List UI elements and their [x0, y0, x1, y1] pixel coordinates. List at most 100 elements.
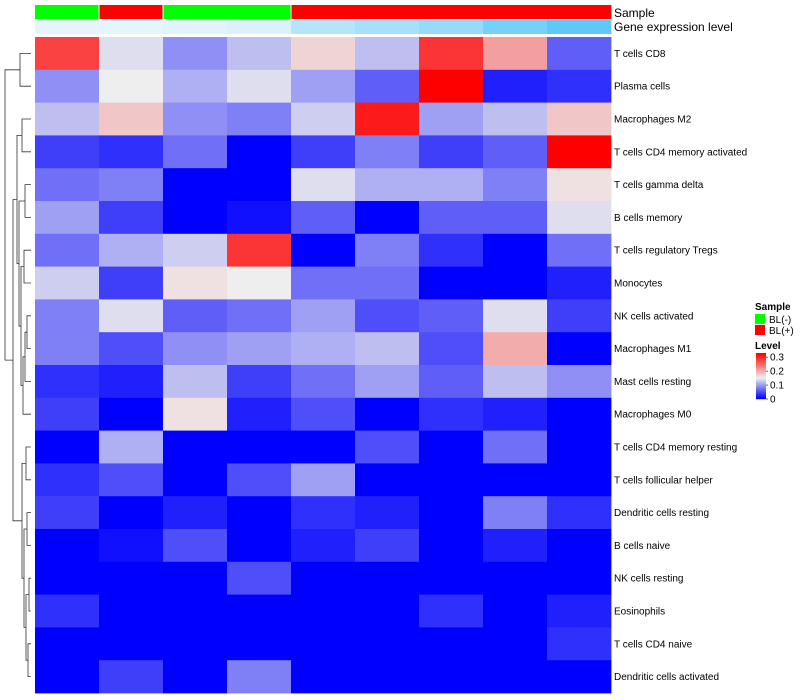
heatmap-cell: [355, 463, 420, 497]
expression-annotation-cell: [99, 20, 164, 34]
heatmap-cell: [355, 168, 420, 202]
heatmap-cell: [291, 299, 356, 333]
heatmap-cell: [355, 496, 420, 530]
legend-swatch: [755, 325, 765, 335]
heatmap-cell: [547, 397, 612, 431]
heatmap-cell: [547, 627, 612, 661]
heatmap-cell: [227, 69, 292, 103]
heatmap-cell: [163, 561, 228, 595]
row-label: Dendritic cells resting: [614, 508, 709, 519]
heatmap-cell: [99, 266, 164, 300]
row-label: Dendritic cells activated: [614, 672, 719, 683]
legend-color-step: [756, 394, 766, 396]
legend-sample-label: BL(+): [769, 326, 794, 337]
heatmap-cell: [35, 594, 100, 628]
heatmap-cell: [99, 135, 164, 169]
heatmap-cell: [99, 365, 164, 399]
heatmap-cell: [291, 201, 356, 235]
legend-sample-title: Sample: [755, 302, 791, 313]
legend-color-step: [756, 380, 766, 382]
heatmap-cell: [291, 627, 356, 661]
heatmap-cell: [547, 168, 612, 202]
heatmap-cell: [227, 627, 292, 661]
legend-color-step: [756, 369, 766, 371]
heatmap-cell: [35, 266, 100, 300]
row-label: T cells regulatory Tregs: [614, 246, 718, 257]
heatmap-cell: [483, 397, 548, 431]
dendrogram-branch: [20, 266, 24, 386]
dendrogram-branch: [19, 53, 31, 87]
heatmap-cell: [35, 201, 100, 235]
legend-color-step: [756, 390, 766, 392]
heatmap-cell: [99, 168, 164, 202]
legend-color-step: [756, 370, 766, 372]
legend-level-title: Level: [755, 341, 781, 352]
dendrogram-branch: [21, 118, 31, 153]
heatmap-cell: [291, 266, 356, 300]
row-label: T cells gamma delta: [614, 180, 704, 191]
heatmap-cell: [419, 529, 484, 563]
heatmap-cell: [547, 660, 612, 694]
heatmap-cell: [35, 430, 100, 464]
sample-annotation-cell: [483, 5, 548, 19]
heatmap-cell: [355, 233, 420, 267]
heatmap-cell: [547, 496, 612, 530]
expression-track-label: Gene expression level: [614, 20, 733, 34]
heatmap-cell: [419, 463, 484, 497]
heatmap-cell: [483, 529, 548, 563]
heatmap-cell: [99, 496, 164, 530]
heatmap-cell: [291, 561, 356, 595]
legend-color-step: [756, 385, 766, 387]
legend-color-step: [756, 360, 766, 362]
heatmap-cell: [547, 266, 612, 300]
heatmap-cell: [547, 233, 612, 267]
heatmap-cell: [35, 463, 100, 497]
sample-annotation-cell: [163, 5, 228, 19]
heatmap-cell: [291, 37, 356, 71]
heatmap-cell: [35, 332, 100, 366]
sample-annotation-cell: [99, 5, 164, 19]
heatmap-cell: [291, 69, 356, 103]
heatmap-cell: [163, 332, 228, 366]
legend-color-step: [756, 377, 766, 379]
heatmap-cell: [355, 37, 420, 71]
heatmap-cell: [99, 561, 164, 595]
legend-color-step: [756, 361, 766, 363]
heatmap-cell: [163, 201, 228, 235]
heatmap-cell: [291, 332, 356, 366]
legend-color-step: [756, 358, 766, 360]
heatmap-cell: [483, 561, 548, 595]
sample-annotation-cell: [547, 5, 612, 19]
heatmap-cell: [227, 135, 292, 169]
heatmap-cell: [483, 69, 548, 103]
dendrogram-branch: [25, 446, 31, 481]
dendrogram-branch: [23, 528, 27, 628]
heatmap-cell: [355, 102, 420, 136]
heatmap-cell: [163, 37, 228, 71]
row-dendrogram: [4, 53, 31, 677]
heatmap-cell: [163, 496, 228, 530]
heatmap-cell: [483, 201, 548, 235]
legend-color-step: [756, 381, 766, 383]
heatmap-cell: [483, 135, 548, 169]
dendrogram-branch: [24, 184, 31, 218]
legend-color-step: [756, 371, 766, 373]
heatmap-cell: [547, 69, 612, 103]
heatmap-cell: [99, 660, 164, 694]
row-label: Macrophages M1: [614, 344, 692, 355]
heatmap-cell: [355, 69, 420, 103]
heatmap-cell: [35, 627, 100, 661]
legend-color-step: [756, 359, 766, 361]
heatmap-cell: [163, 168, 228, 202]
heatmap-cell: [227, 561, 292, 595]
legend-tick-label: 0: [770, 395, 776, 406]
legend-color-step: [756, 387, 766, 389]
dendrogram-branch: [22, 356, 31, 415]
sample-annotation-cell: [419, 5, 484, 19]
heatmap-cell: [419, 594, 484, 628]
dendrogram-branch: [16, 135, 22, 264]
heatmap-cell: [355, 660, 420, 694]
heatmap-cell: [163, 529, 228, 563]
heatmap-cell: [355, 299, 420, 333]
